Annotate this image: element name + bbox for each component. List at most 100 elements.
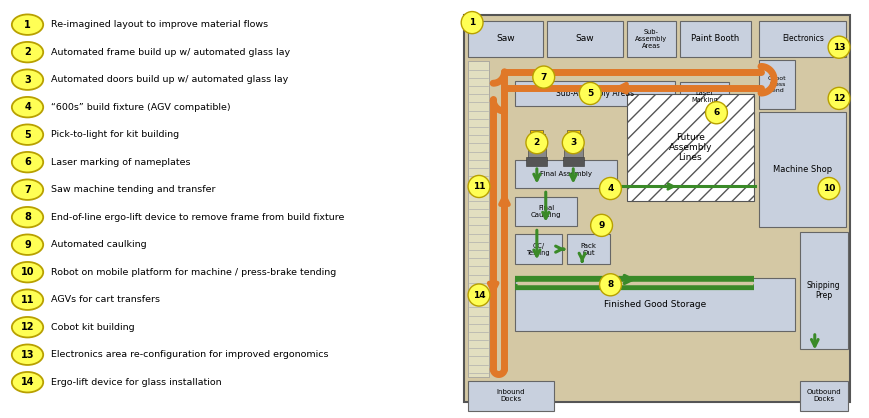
Text: Sub-
Assembly
Areas: Sub- Assembly Areas: [634, 28, 667, 48]
Circle shape: [468, 284, 489, 306]
Text: Final Assembly: Final Assembly: [540, 171, 591, 177]
Bar: [526, 157, 547, 166]
Text: AGVs for cart transfers: AGVs for cart transfers: [51, 295, 160, 304]
Circle shape: [12, 372, 43, 393]
Bar: [680, 82, 728, 112]
Text: 14: 14: [472, 291, 485, 300]
Circle shape: [827, 36, 849, 58]
Text: 13: 13: [832, 43, 845, 52]
Text: Automated frame build up w/ automated glass lay: Automated frame build up w/ automated gl…: [51, 48, 290, 57]
Circle shape: [599, 178, 620, 199]
Text: 12: 12: [21, 322, 34, 332]
Text: End-of-line ergo-lift device to remove frame from build fixture: End-of-line ergo-lift device to remove f…: [51, 213, 344, 222]
Text: Laser marking of nameplates: Laser marking of nameplates: [51, 158, 190, 167]
Bar: [528, 134, 544, 141]
Circle shape: [599, 274, 620, 296]
Circle shape: [817, 178, 839, 199]
Bar: [799, 232, 846, 349]
Text: 6: 6: [24, 157, 31, 167]
Bar: [514, 197, 576, 226]
Text: Pick-to-light for kit building: Pick-to-light for kit building: [51, 130, 179, 139]
Text: Electronics: Electronics: [781, 34, 823, 43]
Circle shape: [12, 179, 43, 200]
Text: Final
Caulking: Final Caulking: [530, 205, 561, 218]
Bar: [468, 381, 554, 410]
Text: 4: 4: [24, 102, 31, 112]
Text: Automated doors build up w/ automated glass lay: Automated doors build up w/ automated gl…: [51, 75, 289, 84]
Circle shape: [827, 87, 849, 110]
Text: Electronics area re-configuration for improved ergonomics: Electronics area re-configuration for im…: [51, 350, 328, 359]
Bar: [799, 381, 846, 410]
Circle shape: [12, 14, 43, 35]
Text: 6: 6: [713, 108, 719, 117]
Bar: [563, 138, 582, 157]
Text: 12: 12: [832, 94, 845, 103]
Text: Outbound
Docks: Outbound Docks: [806, 389, 840, 402]
Circle shape: [12, 125, 43, 145]
Text: Pack
Out: Pack Out: [580, 243, 596, 256]
Bar: [468, 61, 488, 377]
Bar: [527, 138, 546, 157]
Circle shape: [12, 262, 43, 283]
Text: Future
Assembly
Lines: Future Assembly Lines: [668, 133, 712, 163]
Text: 4: 4: [607, 184, 613, 193]
Text: 8: 8: [607, 280, 613, 289]
Bar: [514, 160, 616, 188]
Text: Paint Booth: Paint Booth: [691, 34, 739, 43]
Text: Inbound
Docks: Inbound Docks: [496, 389, 525, 402]
Text: Automated caulking: Automated caulking: [51, 240, 147, 249]
Text: Cobot kit building: Cobot kit building: [51, 323, 135, 332]
Text: 3: 3: [569, 138, 576, 147]
Text: 9: 9: [598, 221, 604, 230]
Circle shape: [461, 12, 482, 34]
Circle shape: [561, 132, 583, 154]
Text: 11: 11: [21, 295, 34, 305]
Text: 13: 13: [21, 350, 34, 360]
Bar: [759, 20, 846, 56]
Text: Robot on mobile platform for machine / press-brake tending: Robot on mobile platform for machine / p…: [51, 268, 336, 277]
Text: 10: 10: [822, 184, 834, 193]
Circle shape: [12, 234, 43, 255]
Bar: [468, 20, 542, 56]
Text: 2: 2: [24, 47, 31, 57]
Bar: [514, 234, 561, 264]
Bar: [514, 278, 793, 331]
Circle shape: [12, 207, 43, 227]
Circle shape: [579, 82, 600, 104]
Bar: [546, 20, 623, 56]
Text: QC/
Testing: QC/ Testing: [527, 243, 550, 256]
Text: 9: 9: [24, 240, 31, 250]
Text: Shipping
Prep: Shipping Prep: [806, 281, 839, 301]
Text: Ergo-lift device for glass installation: Ergo-lift device for glass installation: [51, 378, 222, 387]
Text: Saw: Saw: [575, 34, 594, 43]
Circle shape: [532, 66, 554, 88]
Text: 2: 2: [533, 138, 540, 147]
Bar: [566, 234, 610, 264]
Text: 7: 7: [24, 185, 31, 195]
Text: Re-imagined layout to improve material flows: Re-imagined layout to improve material f…: [51, 20, 268, 29]
Text: 3: 3: [24, 75, 31, 85]
Text: Laser
Marking: Laser Marking: [691, 90, 717, 103]
Text: Saw machine tending and transfer: Saw machine tending and transfer: [51, 185, 216, 194]
Text: Sub-Assembly Areas: Sub-Assembly Areas: [555, 89, 634, 98]
Circle shape: [12, 97, 43, 117]
Text: Saw: Saw: [496, 34, 514, 43]
Bar: [530, 130, 543, 134]
Circle shape: [526, 132, 547, 154]
Bar: [566, 130, 579, 134]
Circle shape: [12, 69, 43, 90]
Text: 8: 8: [24, 212, 31, 222]
Circle shape: [705, 102, 726, 124]
Bar: [565, 134, 580, 141]
Bar: [759, 112, 846, 227]
Circle shape: [468, 176, 489, 198]
Circle shape: [12, 42, 43, 62]
Text: 1: 1: [468, 18, 474, 27]
Bar: [626, 20, 675, 56]
Bar: [626, 94, 753, 201]
Text: Machine Shop: Machine Shop: [773, 165, 832, 174]
Circle shape: [12, 317, 43, 337]
Text: 7: 7: [540, 73, 547, 82]
Text: Cobot
Press
Tend: Cobot Press Tend: [767, 76, 786, 93]
Text: 10: 10: [21, 267, 34, 277]
